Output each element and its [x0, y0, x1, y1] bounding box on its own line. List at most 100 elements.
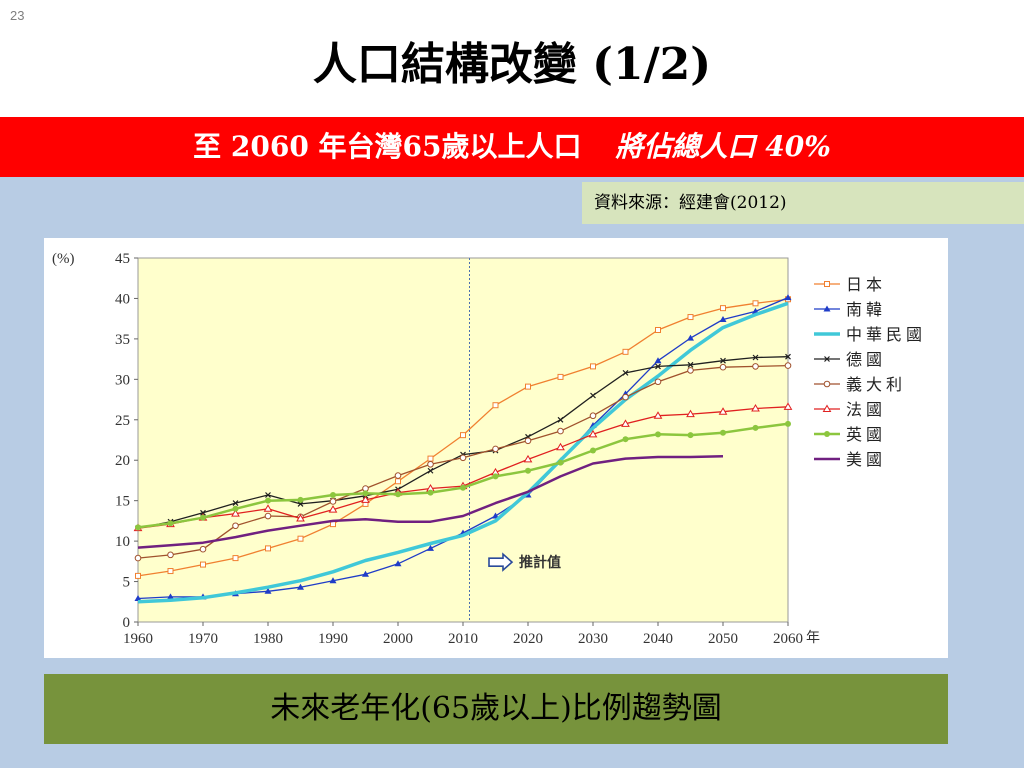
series-6-marker [653, 411, 663, 419]
series-4-marker [557, 416, 564, 423]
legend-item: 美國 [814, 450, 886, 469]
series-7-marker [297, 496, 304, 503]
x-tick-label: 2060 [773, 631, 803, 647]
series-7-marker [200, 514, 206, 521]
x-tick-label: 1970 [188, 631, 218, 647]
legend-item: 南韓 [814, 300, 882, 319]
projection-label: 推計值 [519, 554, 561, 571]
series-7-marker [752, 424, 759, 431]
legend-item: 英國 [814, 425, 886, 444]
series-5-marker [622, 393, 629, 401]
y-unit-label: (%) [52, 251, 75, 267]
series-6-marker [523, 454, 533, 463]
y-tick-label: 0 [123, 615, 131, 631]
series-2-marker [654, 357, 662, 364]
x-tick-label: 2010 [448, 631, 478, 647]
series-1-marker [265, 545, 271, 552]
chart-caption: 未來老年化(65歲以上)比例趨勢圖 [44, 674, 948, 744]
x-tick-label: 2040 [643, 631, 673, 647]
y-tick-label: 25 [115, 413, 130, 429]
y-tick-label: 15 [115, 494, 130, 510]
y-tick-label: 45 [115, 251, 130, 267]
x-tick-label: 1980 [253, 631, 283, 647]
series-7-marker [525, 467, 531, 474]
series-2-marker [329, 577, 337, 584]
x-tick-label: 1990 [318, 631, 348, 647]
series-2-marker [784, 294, 792, 301]
x-tick-label: 2030 [578, 631, 608, 647]
series-2-marker [167, 593, 174, 600]
series-7-marker [167, 520, 174, 527]
x-tick-label: 2020 [513, 631, 543, 647]
series-6-marker [328, 505, 338, 513]
series-7-marker [492, 473, 499, 480]
series-1-marker [200, 561, 206, 568]
series-4-marker [265, 492, 271, 498]
series-7-marker [687, 432, 694, 439]
series-1-marker [752, 300, 759, 307]
legend-item: 中華民國 [814, 325, 926, 344]
series-2-marker [134, 595, 142, 602]
slide-number: 23 [10, 8, 25, 23]
series-1-marker [167, 568, 174, 575]
series-5-marker [167, 551, 174, 559]
series-2-marker [297, 583, 304, 590]
series-8-line [137, 454, 724, 549]
series-6-marker [783, 402, 793, 410]
banner-main-text: 至 2060 年台灣65歲以上人口 [193, 130, 582, 163]
legend-swatch-marker [824, 431, 830, 437]
series-5-marker [134, 554, 142, 562]
series-5-marker [557, 427, 564, 435]
series-4-marker [232, 500, 239, 507]
series-1-marker [720, 305, 726, 312]
series-8-group [137, 454, 724, 549]
series-4-marker [200, 509, 206, 516]
banner-emphasis-text: 將佔總人口 40% [615, 130, 831, 163]
legend-label: 美國 [846, 450, 886, 469]
series-1-marker [395, 478, 401, 485]
legend-label: 中華民國 [846, 325, 926, 344]
legend-label: 英國 [846, 425, 886, 444]
series-6-marker [588, 429, 598, 438]
slide-title: 人口結構改變 (1/2) [312, 39, 712, 90]
legend-label: 德國 [846, 350, 886, 369]
series-6-marker [751, 403, 760, 412]
legend-swatch-marker [822, 404, 832, 412]
series-7-marker [720, 429, 726, 436]
legend-swatch-marker [823, 380, 831, 388]
source-note: 資料來源：經建會(2012) [582, 182, 1024, 224]
series-5-marker [394, 472, 402, 479]
series-3-group [137, 301, 789, 604]
series-4-marker [590, 392, 596, 399]
x-tick-label: 2050 [708, 631, 738, 647]
series-3-line [137, 301, 789, 604]
series-1-marker [232, 555, 239, 562]
x-tick-label: 1960 [123, 631, 153, 647]
series-7-marker [362, 490, 369, 497]
series-5-marker [232, 522, 239, 530]
legend-item: 法國 [814, 400, 882, 419]
series-7-marker [427, 489, 434, 496]
series-5-marker [589, 412, 597, 420]
y-tick-label: 35 [115, 332, 130, 348]
y-tick-label: 10 [115, 534, 130, 550]
series-5-marker [784, 362, 792, 369]
series-1-marker [135, 572, 141, 579]
series-2-marker [394, 560, 402, 567]
series-4-marker [785, 353, 791, 360]
y-tick-label: 40 [115, 291, 130, 307]
series-5-marker [492, 445, 499, 453]
legend-swatch-marker [824, 356, 830, 362]
series-6-marker [556, 442, 565, 451]
series-7-marker [232, 505, 239, 512]
series-2-marker [719, 315, 727, 322]
projection-arrow-icon [488, 552, 514, 572]
series-5-marker [524, 437, 532, 445]
series-5-marker [264, 512, 272, 520]
series-1-marker [297, 535, 304, 542]
series-7-marker [265, 497, 271, 504]
series-7-marker [590, 447, 596, 454]
series-4-marker [687, 361, 694, 368]
series-2-marker [687, 334, 694, 341]
series-5-marker [719, 363, 727, 371]
